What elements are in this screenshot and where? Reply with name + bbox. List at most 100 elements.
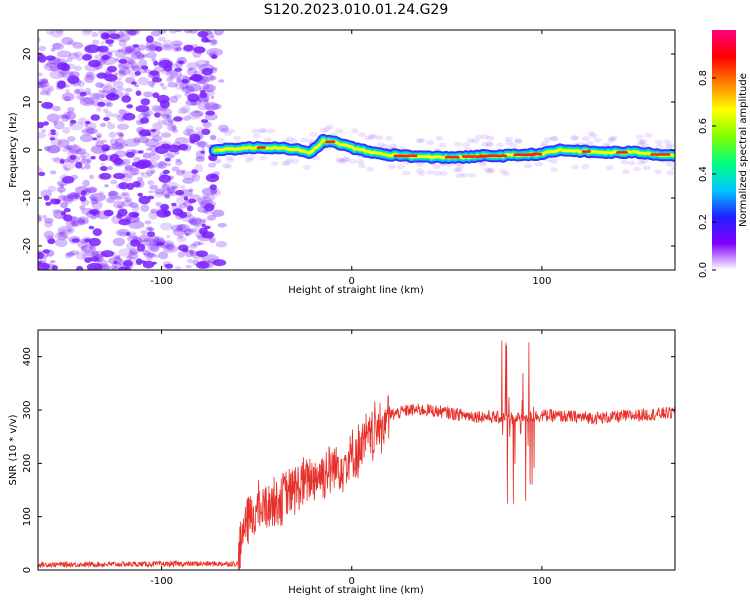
noise-blob (86, 128, 98, 135)
noise-blob (113, 200, 125, 209)
noise-blob (198, 141, 206, 148)
noise-blob (67, 107, 75, 113)
noise-blob (158, 59, 173, 69)
noise-blob (108, 131, 117, 138)
noise-blob (118, 59, 128, 64)
noise-blob (140, 150, 145, 154)
noise-blob (45, 55, 56, 61)
noise-blob (108, 190, 120, 200)
ridge-halo (433, 170, 442, 176)
noise-blob (177, 235, 184, 239)
noise-blob (61, 92, 75, 102)
noise-blob (142, 260, 155, 269)
noise-blob (114, 255, 120, 259)
noise-blob (148, 227, 155, 232)
noise-blob (128, 233, 138, 239)
noise-blob (139, 120, 146, 125)
noise-blob (195, 126, 204, 132)
noise-blob (136, 54, 145, 60)
y-tick-label: -20 (22, 238, 33, 254)
noise-blob (100, 41, 105, 45)
noise-blob (83, 91, 92, 96)
noise-blob (218, 79, 225, 83)
ridge-halo (620, 159, 629, 165)
noise-blob (69, 122, 74, 127)
ridge-halo (253, 133, 262, 139)
y-tick-label: 200 (22, 454, 33, 473)
ridge-peak (530, 152, 543, 156)
noise-blob (176, 236, 187, 243)
noise-blob (118, 231, 126, 235)
noise-blob (186, 67, 198, 76)
snr-frame (37, 329, 676, 571)
ridge-band (213, 138, 675, 160)
noise-blob (191, 243, 196, 247)
snr-x-label: Height of straight line (km) (288, 585, 424, 596)
noise-blob (149, 70, 159, 76)
noise-blob (118, 39, 127, 47)
noise-blob (52, 58, 68, 67)
ridge-halo (289, 138, 298, 144)
noise-blob (61, 114, 70, 122)
noise-blob (157, 161, 167, 169)
noise-blob (163, 192, 170, 198)
noise-blob (188, 249, 193, 253)
noise-blob (210, 55, 216, 59)
noise-blob (108, 51, 113, 56)
ridge-halo (350, 128, 359, 134)
noise-blob (84, 163, 91, 170)
noise-blob (101, 54, 110, 61)
noise-blob (164, 157, 171, 162)
ridge-halo (534, 161, 543, 167)
ridge-halo (335, 157, 344, 162)
ridge-halo (502, 171, 511, 177)
ridge-halo (300, 137, 309, 143)
noise-blob (146, 253, 156, 258)
noise-blob (90, 114, 101, 121)
noise-blob (171, 166, 180, 172)
noise-blob (80, 244, 97, 253)
noise-blob (185, 232, 189, 237)
noise-blob (201, 194, 210, 199)
ridge-halo (285, 158, 294, 163)
noise-blob (38, 45, 46, 52)
noise-blob (125, 45, 141, 55)
noise-blob (158, 251, 169, 260)
x-tick-label: 0 (349, 576, 355, 587)
noise-blob (134, 84, 140, 88)
noise-blob (188, 217, 203, 225)
noise-blob (132, 171, 138, 176)
ridge-halo (319, 128, 328, 133)
noise-blob (191, 173, 201, 182)
noise-blob (124, 143, 128, 147)
noise-blob (129, 248, 140, 255)
noise-blob (155, 202, 162, 207)
noise-blob (135, 105, 150, 113)
noise-blob (188, 30, 198, 34)
noise-blob (67, 110, 73, 114)
noise-blob (153, 60, 159, 66)
ridge-peak (513, 153, 536, 156)
noise-blob (152, 261, 157, 265)
noise-blob (79, 196, 87, 202)
noise-blob (38, 132, 46, 139)
noise-blob (138, 234, 150, 242)
noise-blob (162, 39, 173, 49)
noise-blob (95, 82, 104, 88)
x-tick-label: -100 (150, 576, 173, 587)
noise-blob (62, 126, 71, 134)
noise-blob (114, 49, 127, 58)
noise-blob (171, 63, 178, 69)
noise-blob (143, 111, 150, 117)
noise-blob (145, 35, 154, 43)
ridge-peak (393, 154, 418, 158)
ridge-halo (322, 126, 331, 132)
noise-blob (155, 46, 163, 52)
noise-blob (73, 88, 81, 95)
noise-blob (178, 211, 188, 219)
noise-blob (57, 62, 68, 71)
noise-blob (90, 214, 97, 220)
noise-blob (76, 88, 86, 95)
noise-blob (161, 85, 167, 91)
